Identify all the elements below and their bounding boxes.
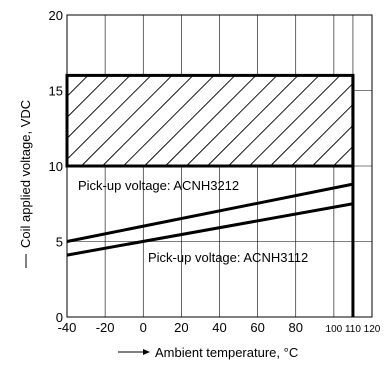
hatch-line [67,75,152,160]
x-tick-label: 110 [345,324,361,335]
y-axis-label: Coil applied voltage, VDC [18,100,33,248]
tick-labels: -40 -20 0 20 40 60 80 100 110 120 0 5 10 15 20 [49,8,381,335]
y-tick-label: 0 [56,310,63,325]
hatch-line [67,75,131,139]
hatch-line [312,125,354,167]
hatch-line [270,83,354,167]
series-label-acnh3112: Pick-up voltage: ACNH3112 [148,250,308,265]
hatch-line [228,75,320,167]
x-tick-label: 60 [250,320,264,335]
x-axis-label: Ambient temperature, °C [155,345,298,360]
hatch-line [207,75,299,167]
x-tick-label: 80 [289,320,303,335]
hatch-line [67,75,110,118]
y-axis-label-group: Coil applied voltage, VDC [18,100,33,268]
hatch-line [165,75,257,167]
region-boundary [65,73,355,317]
hatch-line [333,146,354,167]
x-tick-label: 100 [326,324,343,335]
hatch-line [67,75,89,97]
x-tick-label: -40 [58,320,77,335]
x-tick-label: 0 [140,320,147,335]
series-line-1 [66,202,354,257]
x-tick-label: 20 [174,320,188,335]
hatched-region [67,75,354,167]
hatch-line [144,75,236,167]
x-tick-label: 40 [212,320,226,335]
hatch-line [249,75,341,167]
y-tick-label: 5 [56,235,63,250]
series-layer [66,182,354,257]
series-label-acnh3212: Pick-up voltage: ACNH3212 [78,178,239,193]
y-tick-label: 10 [49,159,63,174]
hatch-background [67,75,353,166]
series-line-0 [66,182,354,243]
hatch-line [81,75,173,167]
hatch-line [123,75,215,167]
hatch-line [186,75,278,167]
hatch-line [102,75,194,167]
x-axis-label-arrowhead [143,349,150,355]
x-tick-label: 120 [364,324,381,335]
y-tick-label: 20 [49,8,63,23]
hatch-line [291,104,354,167]
y-tick-label: 15 [49,84,63,99]
x-tick-label: -20 [96,320,115,335]
